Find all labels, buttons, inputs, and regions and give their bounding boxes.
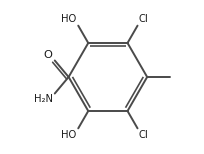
Text: HO: HO [61,14,76,24]
Text: Cl: Cl [138,130,148,140]
Text: O: O [43,50,52,60]
Text: H₂N: H₂N [34,94,53,104]
Text: Cl: Cl [138,14,148,24]
Text: HO: HO [61,130,76,140]
